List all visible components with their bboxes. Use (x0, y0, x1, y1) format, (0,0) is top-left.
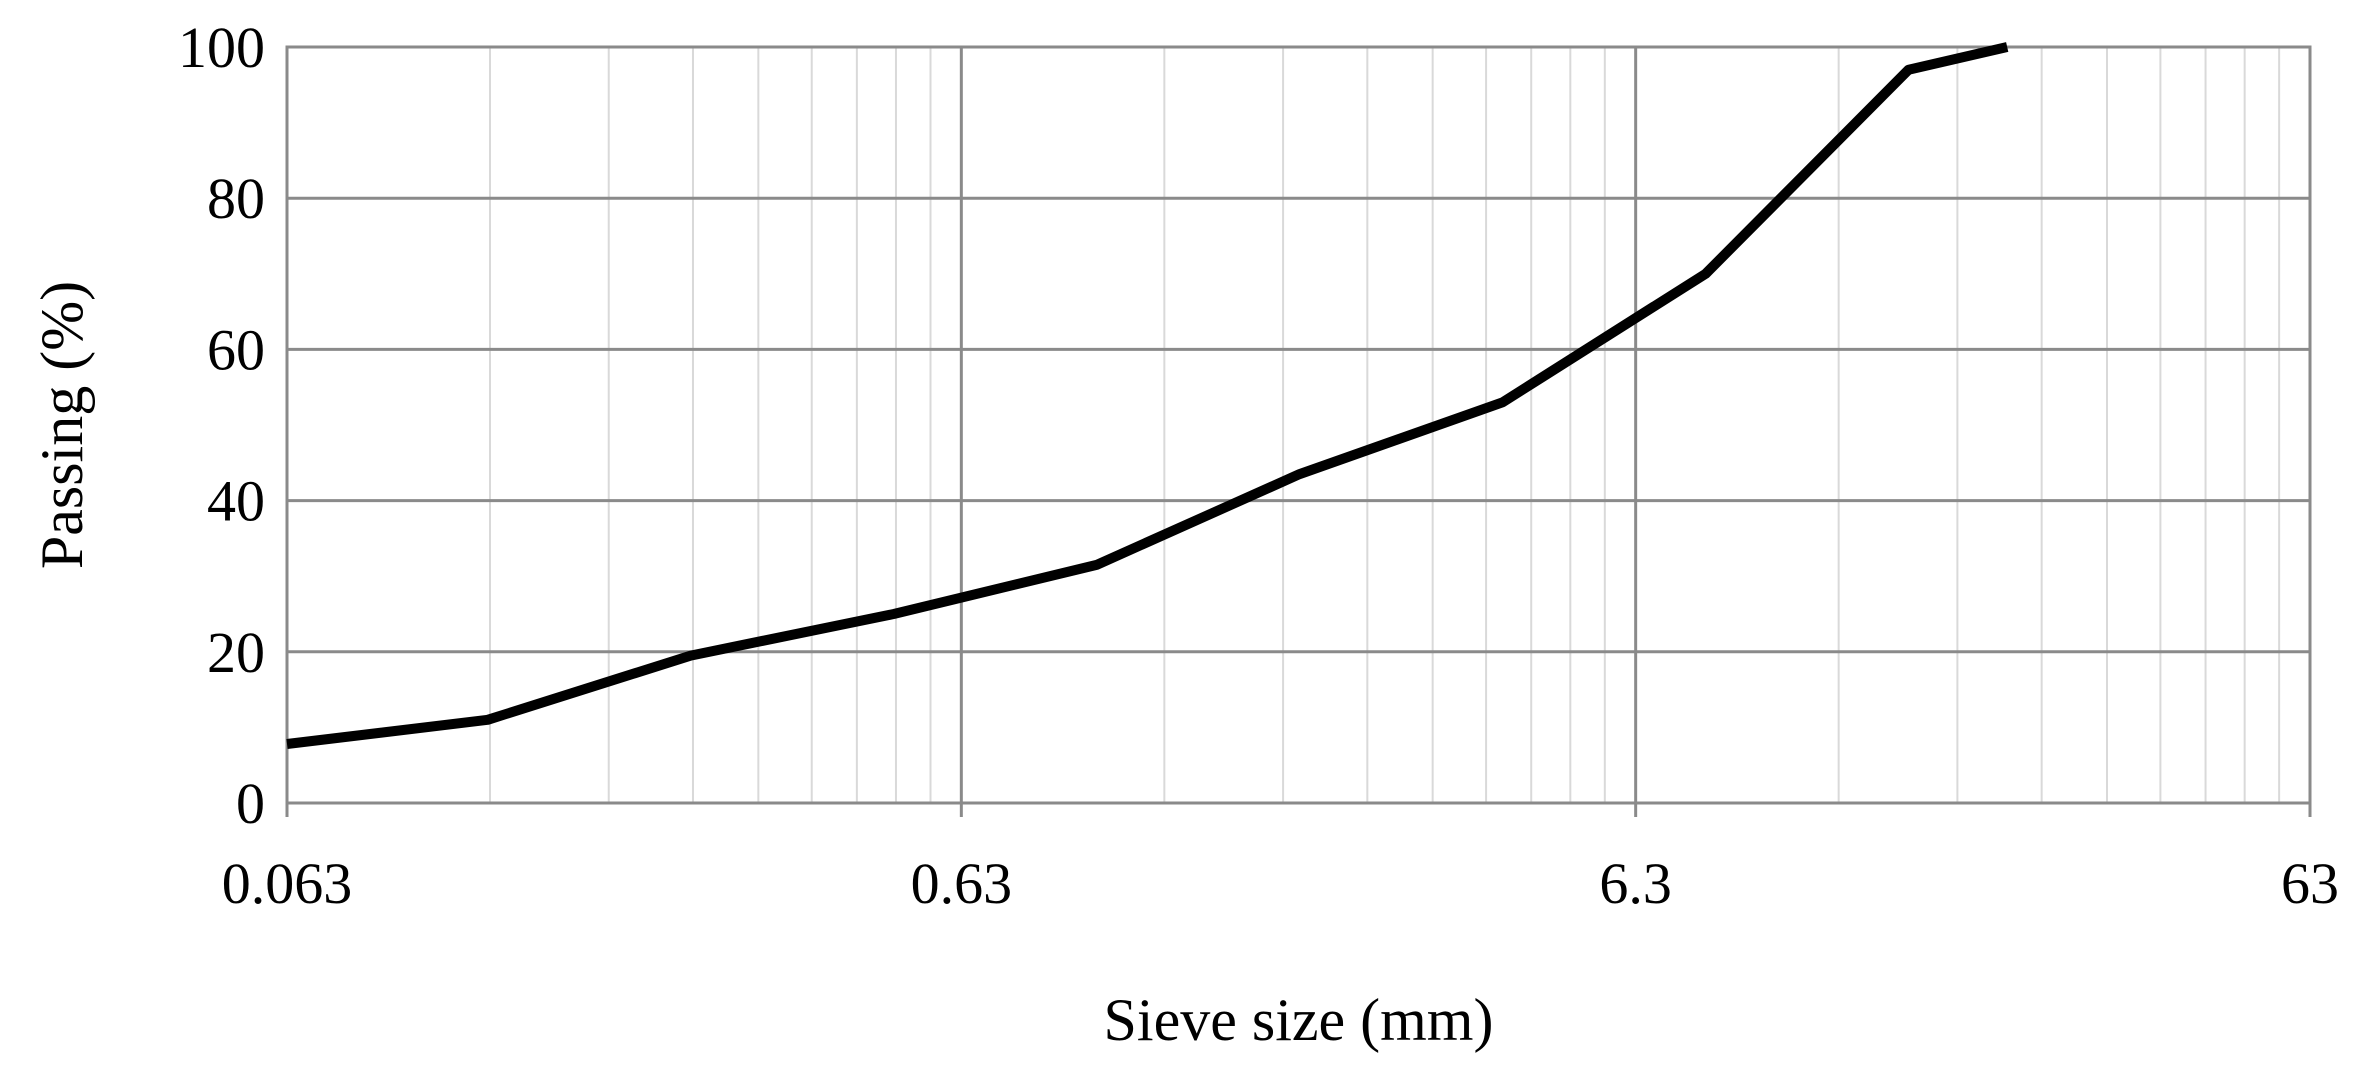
y-axis-ticks: 0 20 40 60 80 100 (178, 15, 265, 836)
minor-gridlines (488, 47, 2281, 803)
x-axis-title: Sieve size (mm) (1104, 987, 1494, 1053)
series-line (286, 42, 2009, 749)
y-tick-label: 80 (207, 166, 265, 231)
y-tick-label: 60 (207, 317, 265, 382)
x-tick-label: 63 (2281, 851, 2339, 916)
x-tick-label: 6.3 (1599, 851, 1672, 916)
x-tick-label: 0.63 (911, 851, 1013, 916)
x-tick-label: 0.063 (222, 851, 353, 916)
series-layer (286, 42, 2009, 749)
y-axis-title: Passing (%) (29, 281, 95, 569)
y-tick-label: 0 (236, 771, 265, 836)
x-axis-ticks: 0.063 0.63 6.3 63 (222, 803, 2339, 916)
y-tick-label: 100 (178, 15, 265, 80)
y-tick-label: 40 (207, 469, 265, 534)
y-tick-label: 20 (207, 620, 265, 685)
plot-area-frame (285, 45, 2312, 805)
